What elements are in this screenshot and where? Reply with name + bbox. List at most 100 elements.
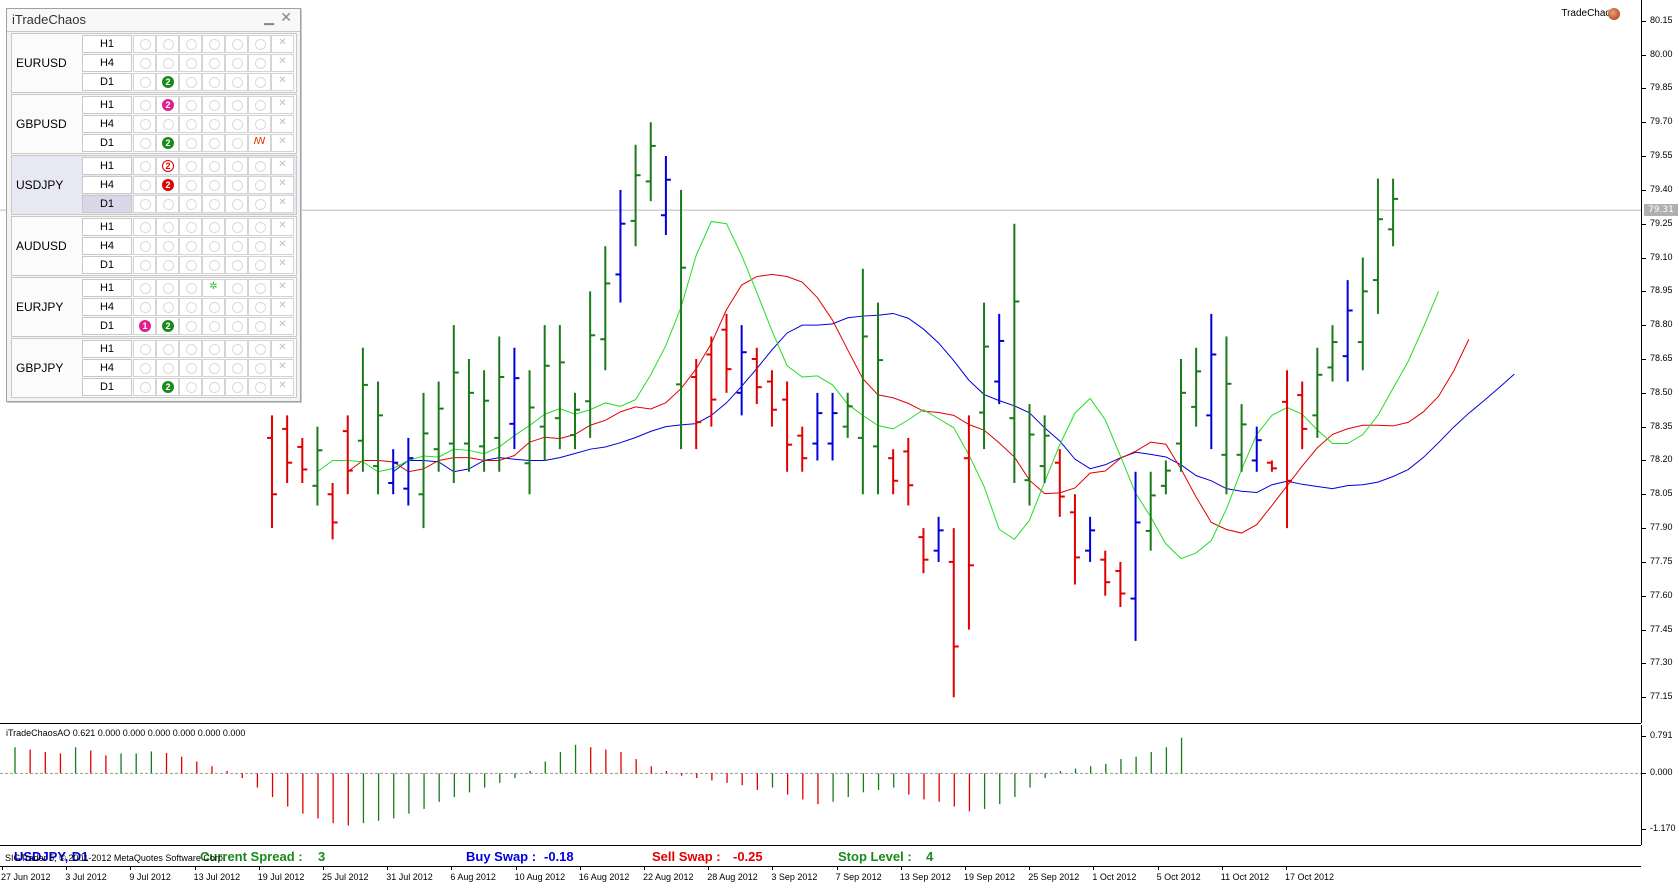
signal-cell[interactable] [248, 195, 271, 213]
signal-cell[interactable] [133, 54, 156, 72]
signal-cell[interactable]: 1 [133, 317, 156, 335]
signal-cell[interactable]: ✕ [271, 73, 294, 91]
signal-cell[interactable]: ✕ [271, 134, 294, 152]
signal-cell[interactable] [133, 378, 156, 396]
signal-cell[interactable] [225, 176, 248, 194]
signal-cell[interactable] [156, 195, 179, 213]
signal-cell[interactable] [179, 134, 202, 152]
signal-cell[interactable] [179, 359, 202, 377]
signal-cell[interactable] [248, 256, 271, 274]
timeframe-button[interactable]: H4 [82, 237, 132, 255]
symbol-label[interactable]: EURJPY [16, 300, 64, 314]
timeframe-button[interactable]: H4 [82, 54, 132, 72]
timeframe-button[interactable]: D1 [82, 73, 132, 91]
price-chart-canvas[interactable] [0, 0, 1641, 723]
timeframe-button[interactable]: H1 [82, 340, 132, 358]
signal-cell[interactable] [179, 157, 202, 175]
signal-cell[interactable] [225, 298, 248, 316]
signal-cell[interactable] [133, 115, 156, 133]
signal-cell[interactable] [248, 54, 271, 72]
signal-cell[interactable] [202, 195, 225, 213]
signal-cell[interactable] [225, 317, 248, 335]
signal-cell[interactable]: ✕ [271, 96, 294, 114]
timeframe-button[interactable]: H1 [82, 35, 132, 53]
signal-cell[interactable] [179, 218, 202, 236]
timeframe-button[interactable]: H1 [82, 96, 132, 114]
signal-cell[interactable] [225, 195, 248, 213]
signal-cell[interactable] [179, 195, 202, 213]
signal-cell[interactable]: ✕ [271, 218, 294, 236]
signal-cell[interactable] [248, 378, 271, 396]
signal-cell[interactable] [225, 157, 248, 175]
signal-cell[interactable] [248, 298, 271, 316]
signal-cell[interactable] [225, 134, 248, 152]
signal-cell[interactable] [179, 256, 202, 274]
signal-cell[interactable]: ✕ [271, 35, 294, 53]
symbol-label[interactable]: EURUSD [16, 56, 67, 70]
signal-cell[interactable] [133, 96, 156, 114]
minimize-icon[interactable]: ▁ [264, 11, 274, 26]
timeframe-button[interactable]: D1 [82, 134, 132, 152]
signal-cell[interactable] [225, 279, 248, 297]
signal-cell[interactable] [248, 35, 271, 53]
signal-cell[interactable] [225, 340, 248, 358]
timeframe-button[interactable]: D1 [82, 256, 132, 274]
signal-cell[interactable] [248, 115, 271, 133]
signal-cell[interactable]: ✕ [271, 195, 294, 213]
signal-cell[interactable]: 2 [156, 378, 179, 396]
signal-cell[interactable]: ✕ [271, 279, 294, 297]
signal-cell[interactable] [202, 256, 225, 274]
signal-cell[interactable] [202, 378, 225, 396]
timeframe-button[interactable]: H4 [82, 298, 132, 316]
signal-cell[interactable] [202, 115, 225, 133]
signal-cell[interactable] [179, 115, 202, 133]
timeframe-button[interactable]: H4 [82, 359, 132, 377]
signal-cell[interactable] [225, 256, 248, 274]
signal-cell[interactable]: 2 [156, 73, 179, 91]
signal-cell[interactable] [202, 218, 225, 236]
signal-cell[interactable] [156, 218, 179, 236]
signal-cell[interactable]: ✕ [271, 359, 294, 377]
signal-cell[interactable] [156, 279, 179, 297]
signal-cell[interactable]: ✕ [271, 298, 294, 316]
signal-cell[interactable] [202, 157, 225, 175]
signal-cell[interactable] [133, 195, 156, 213]
signal-cell[interactable] [179, 378, 202, 396]
symbol-label[interactable]: USDJPY [16, 178, 64, 192]
timeframe-button[interactable]: H1 [82, 218, 132, 236]
signal-cell[interactable] [156, 54, 179, 72]
signal-cell[interactable] [179, 176, 202, 194]
signal-cell[interactable]: 2 [156, 96, 179, 114]
widget-titlebar[interactable]: iTradeChaos ▁ ✕ [7, 9, 300, 32]
signal-cell[interactable] [248, 237, 271, 255]
signal-cell[interactable] [133, 279, 156, 297]
signal-cell[interactable]: ✕ [271, 176, 294, 194]
signal-cell[interactable]: ✕ [271, 237, 294, 255]
symbol-label[interactable]: AUDUSD [16, 239, 67, 253]
signal-cell[interactable] [202, 73, 225, 91]
signal-cell[interactable] [179, 298, 202, 316]
signal-cell[interactable]: ✕ [271, 157, 294, 175]
signal-cell[interactable] [179, 237, 202, 255]
signal-cell[interactable] [202, 340, 225, 358]
signal-cell[interactable] [248, 96, 271, 114]
signal-cell[interactable] [248, 157, 271, 175]
signal-cell[interactable] [225, 218, 248, 236]
signal-cell[interactable] [179, 96, 202, 114]
ao-canvas[interactable] [0, 725, 1641, 845]
signal-cell[interactable] [225, 359, 248, 377]
signal-cell[interactable]: ✕ [271, 115, 294, 133]
timeframe-button[interactable]: H1 [82, 157, 132, 175]
signal-cell[interactable] [225, 73, 248, 91]
signal-cell[interactable] [248, 73, 271, 91]
signal-cell[interactable] [179, 35, 202, 53]
signal-cell[interactable] [248, 340, 271, 358]
timeframe-button[interactable]: D1 [82, 317, 132, 335]
signal-cell[interactable] [225, 54, 248, 72]
signal-cell[interactable] [202, 176, 225, 194]
signal-cell[interactable] [156, 237, 179, 255]
signal-cell[interactable] [133, 134, 156, 152]
timeframe-button[interactable]: D1 [82, 195, 132, 213]
signal-cell[interactable] [225, 237, 248, 255]
signal-cell[interactable] [156, 256, 179, 274]
